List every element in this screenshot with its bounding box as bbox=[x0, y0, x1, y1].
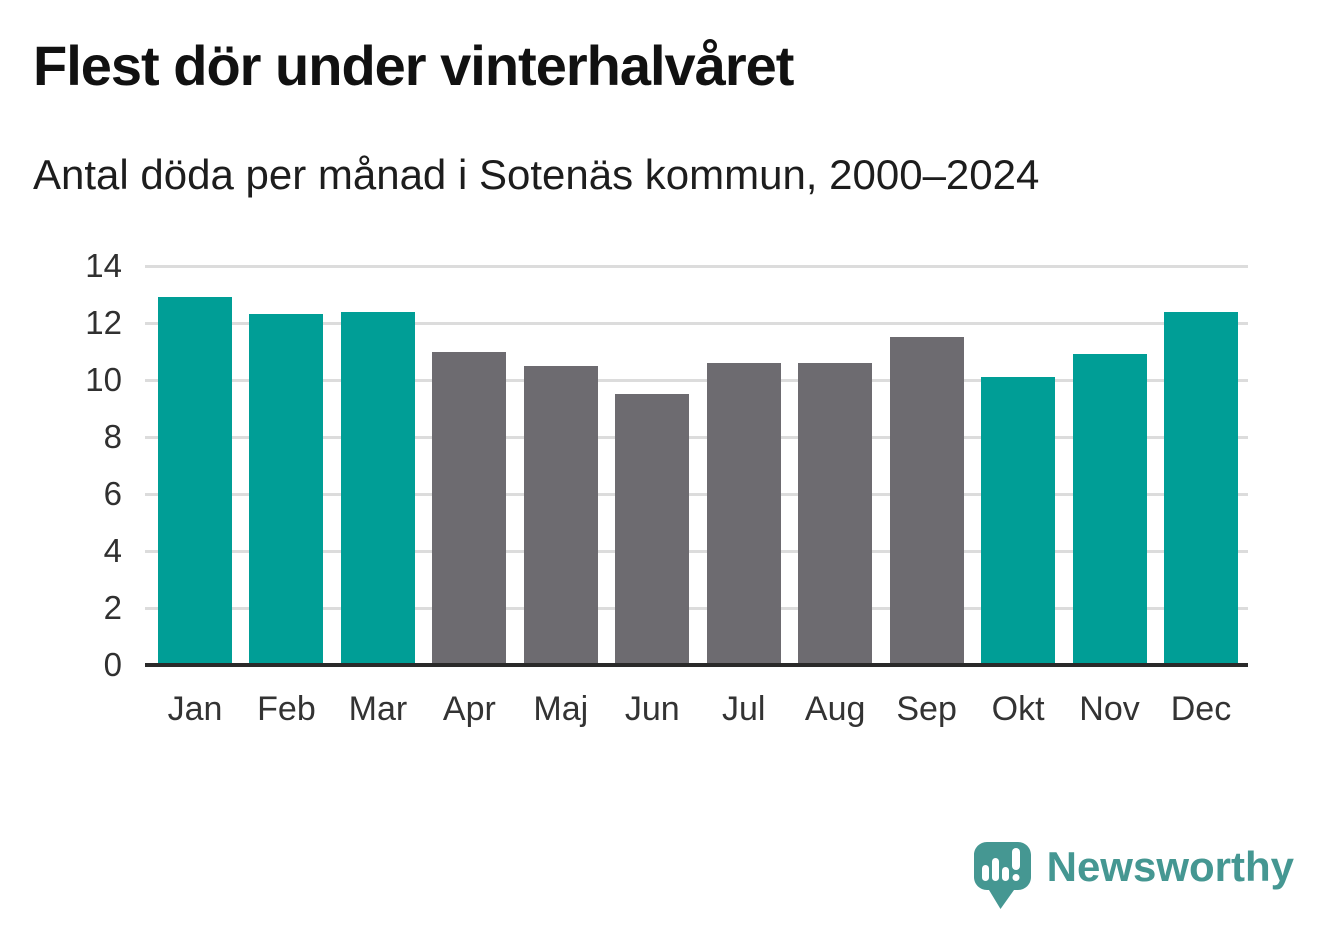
gridline bbox=[145, 322, 1248, 325]
gridline bbox=[145, 379, 1248, 382]
chart-title: Flest dör under vinterhalvåret bbox=[33, 34, 794, 97]
x-tick-label: Maj bbox=[533, 690, 589, 728]
plot-area bbox=[145, 265, 1248, 667]
logo-bar-3 bbox=[1001, 867, 1009, 881]
y-tick-label: 4 bbox=[103, 532, 122, 570]
x-tick-label: Sep bbox=[896, 690, 957, 728]
bar-apr bbox=[432, 351, 507, 665]
chart-subtitle: Antal döda per månad i Sotenäs kommun, 2… bbox=[33, 151, 1040, 199]
x-axis-line bbox=[145, 663, 1248, 667]
logo-exclamation-dot bbox=[1012, 874, 1020, 881]
logo-exclamation-bar bbox=[1011, 848, 1020, 870]
x-tick-label: Dec bbox=[1170, 690, 1232, 728]
x-tick-label: Nov bbox=[1079, 690, 1140, 728]
bar-okt bbox=[981, 377, 1056, 665]
y-tick-label: 0 bbox=[103, 646, 122, 683]
branding: Newsworthy bbox=[973, 842, 1294, 913]
y-tick-label: 8 bbox=[103, 418, 122, 456]
bar-chart: 0 2 4 6 8 10 12 14 Jan Feb Mar Apr Maj Jun Jul Aug Sep O… bbox=[0, 247, 1322, 746]
x-tick-label: Feb bbox=[257, 690, 316, 728]
x-tick-label: Jun bbox=[624, 690, 680, 728]
bar-dec bbox=[1163, 311, 1238, 665]
x-tick-label: Jan bbox=[167, 690, 223, 728]
gridline bbox=[145, 436, 1248, 440]
bar-sep bbox=[889, 337, 964, 665]
bar-jun bbox=[615, 394, 690, 665]
x-tick-label: Aug bbox=[804, 690, 866, 728]
y-tick-label: 10 bbox=[85, 361, 122, 398]
y-tick-label: 14 bbox=[85, 247, 122, 284]
brand-name: Newsworthy bbox=[1046, 843, 1294, 890]
gridline bbox=[145, 550, 1248, 554]
bar-jul bbox=[706, 362, 781, 665]
y-tick-label: 2 bbox=[103, 589, 122, 627]
y-axis-labels: 0 2 4 6 8 10 12 14 bbox=[0, 247, 122, 683]
gridline bbox=[145, 607, 1248, 611]
bar-maj bbox=[523, 365, 598, 665]
bar-nov bbox=[1072, 354, 1147, 665]
logo-bar-1 bbox=[981, 865, 989, 881]
bar-mar bbox=[340, 311, 415, 665]
x-tick-label: Apr bbox=[442, 690, 496, 728]
x-axis-labels: Jan Feb Mar Apr Maj Jun Jul Aug Sep Okt Nov Dec bbox=[145, 690, 1248, 729]
bar-jan bbox=[158, 297, 232, 665]
bars bbox=[145, 266, 1248, 665]
y-tick-label: 6 bbox=[103, 475, 122, 512]
bar-chart-speech-bubble-icon bbox=[973, 842, 1031, 909]
x-tick-label: Mar bbox=[348, 690, 408, 728]
bar-aug bbox=[798, 362, 873, 665]
gridline bbox=[145, 265, 1248, 268]
gridline bbox=[145, 493, 1248, 496]
x-tick-label: Jul bbox=[721, 690, 766, 728]
logo-bar-2 bbox=[991, 858, 999, 881]
bar-feb bbox=[249, 314, 324, 665]
x-tick-label: Okt bbox=[991, 690, 1045, 728]
y-tick-label: 12 bbox=[85, 304, 122, 341]
